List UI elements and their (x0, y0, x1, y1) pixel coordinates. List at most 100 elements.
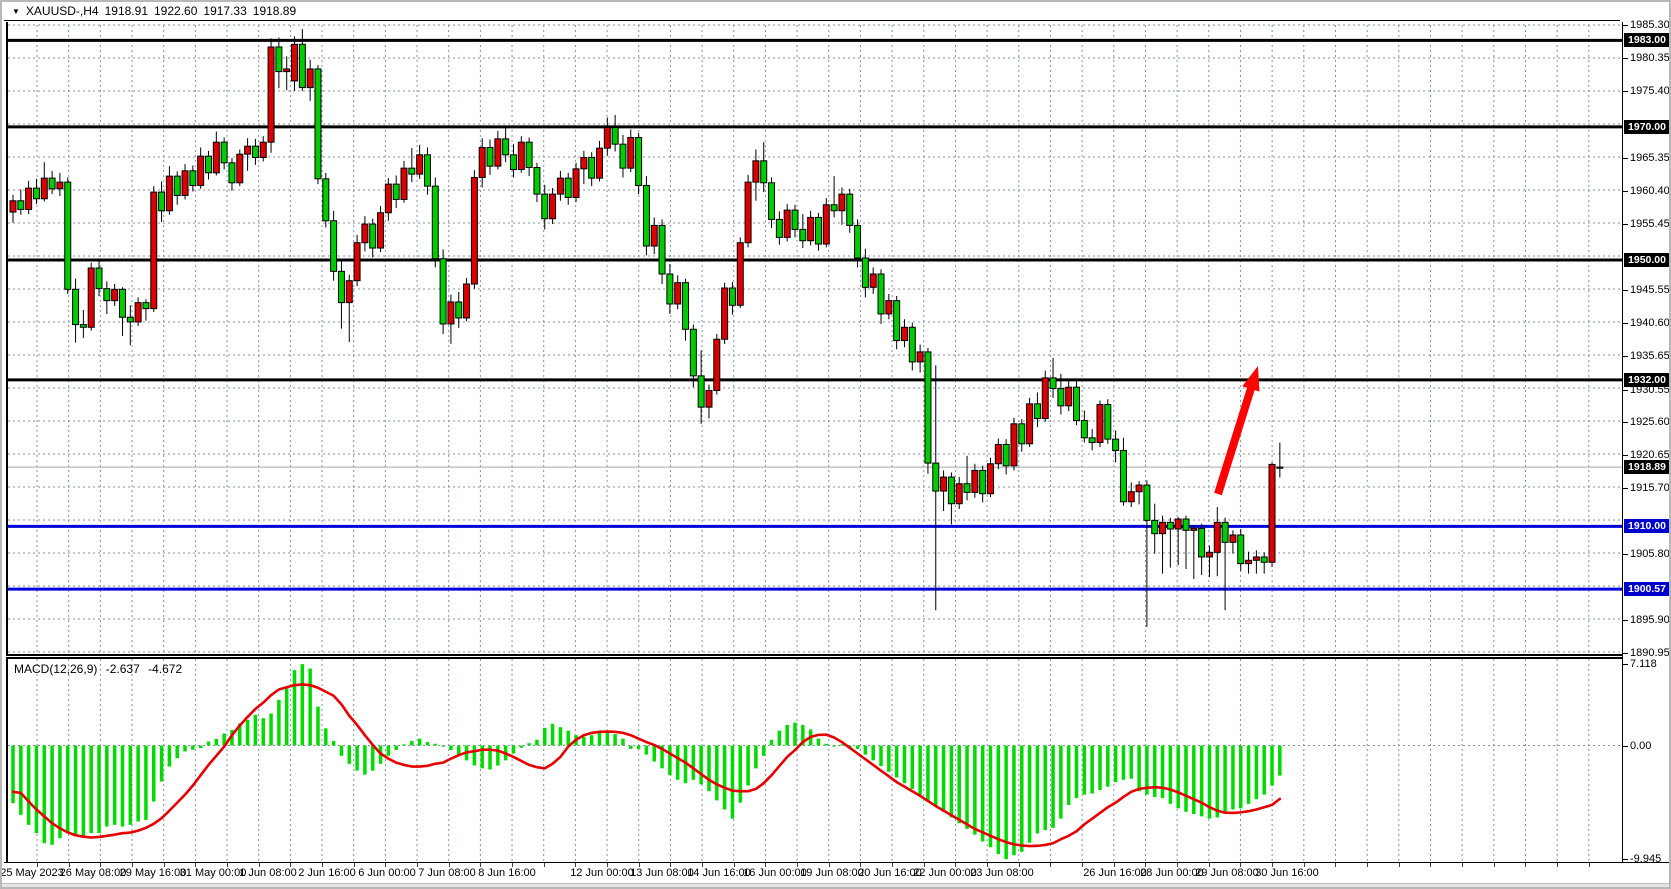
macd-histogram-bar (238, 723, 242, 746)
macd-histogram-bar (472, 745, 477, 766)
time-tick-mark (100, 863, 102, 867)
price-tick-mark (1623, 90, 1628, 92)
candle (713, 333, 721, 395)
candle (9, 194, 17, 223)
macd-histogram-bar (863, 745, 868, 755)
macd-histogram-bar (1231, 745, 1235, 810)
candle (502, 127, 510, 163)
candle (1088, 429, 1096, 451)
candle (525, 137, 533, 177)
plot-right-border (1622, 22, 1623, 862)
macd-histogram-bar (1152, 745, 1157, 797)
time-tick-mark (1113, 863, 1115, 867)
time-tick-label: 29 May 16:00 (119, 867, 187, 879)
candle (760, 142, 768, 193)
macd-histogram-bar (198, 745, 203, 749)
candle (916, 344, 924, 373)
time-tick-mark (1588, 863, 1590, 867)
candle (267, 38, 275, 153)
candle (72, 278, 80, 343)
price-tick-label: 1975.40 (1630, 84, 1670, 97)
candle (1010, 417, 1018, 471)
price-tick-label: 1920.65 (1630, 449, 1670, 462)
time-tick-mark (1493, 863, 1495, 867)
macd-histogram-bar (1113, 745, 1118, 783)
time-tick-mark (923, 863, 925, 867)
candle (744, 174, 752, 248)
macd-histogram-bar (89, 745, 93, 834)
macd-histogram-bar (535, 739, 539, 746)
macd-canvas[interactable] (8, 659, 1622, 862)
time-tick-mark (480, 863, 482, 867)
macd-histogram-bar (449, 745, 453, 751)
macd-signal-line (11, 683, 1282, 848)
candle (330, 210, 338, 281)
candle (1260, 552, 1268, 574)
macd-histogram-bar (1160, 745, 1165, 799)
macd-histogram-bar (965, 745, 969, 829)
candle (220, 137, 228, 170)
candle (791, 204, 799, 238)
macd-histogram-bar (597, 732, 602, 746)
candle (580, 150, 588, 185)
macd-histogram-bar (50, 745, 54, 845)
macd-histogram-bar (112, 745, 117, 825)
macd-histogram-bar (370, 745, 375, 771)
candle (1018, 419, 1026, 452)
time-tick-mark (1050, 863, 1052, 867)
candle (838, 187, 846, 225)
candle (1096, 400, 1104, 448)
time-tick-mark (607, 863, 609, 867)
candle (674, 275, 682, 310)
macd-histogram-bar (691, 745, 696, 780)
panel-splitter[interactable] (6, 654, 1623, 659)
time-axis[interactable]: 25 May 2023 26 May 08:00 29 May 16:00 31 Ma… (2, 862, 1669, 883)
candle (1276, 442, 1284, 478)
macd-histogram-bar (11, 745, 15, 804)
price-tick-mark (1623, 620, 1628, 622)
candle (940, 470, 948, 512)
price-badge: 1900.57 (1624, 582, 1669, 597)
macd-histogram-bar (120, 745, 125, 827)
price-badge: 1910.00 (1624, 519, 1669, 534)
candle (431, 177, 439, 268)
candle (1080, 410, 1088, 443)
time-tick-mark (1082, 863, 1084, 867)
candle (142, 299, 150, 321)
macd-histogram-bar (1238, 745, 1243, 809)
macd-histogram-bar (707, 745, 711, 792)
macd-histogram-bar (543, 727, 547, 746)
candle (775, 211, 783, 245)
candle (1057, 373, 1065, 415)
macd-histogram-bar (769, 739, 774, 746)
time-tick-mark (290, 863, 292, 867)
candle (783, 204, 791, 242)
candle (1151, 503, 1159, 554)
macd-histogram-bar (1082, 745, 1087, 795)
price-axis[interactable]: 1985.30 1980.35 1975.40 1965.35 1960.40 1955.… (1623, 19, 1670, 865)
macd-histogram-bar (754, 745, 758, 769)
macd-histogram-bar (1270, 745, 1274, 786)
candle (705, 384, 713, 419)
time-tick-mark (1208, 863, 1210, 867)
macd-histogram-bar (1176, 745, 1180, 809)
main-chart-canvas[interactable] (8, 22, 1622, 654)
candle (1190, 525, 1198, 579)
macd-histogram-bar (636, 745, 641, 749)
time-tick-mark (733, 863, 735, 867)
trend-arrow[interactable] (1214, 366, 1260, 496)
macd-histogram-bar (1035, 745, 1040, 834)
candle (822, 198, 830, 248)
candle (197, 147, 205, 189)
time-tick-mark (227, 863, 229, 867)
chart-menu-icon[interactable]: ▼ (12, 6, 20, 16)
macd-histogram-bar (222, 733, 226, 746)
candle (134, 297, 142, 326)
candle (1159, 515, 1167, 574)
candle (596, 140, 603, 182)
macd-histogram-bar (785, 724, 789, 746)
macd-histogram-bar (81, 745, 86, 837)
macd-histogram-bar (675, 745, 680, 780)
time-tick-label: 26 Jun 16:00 (1083, 867, 1147, 879)
